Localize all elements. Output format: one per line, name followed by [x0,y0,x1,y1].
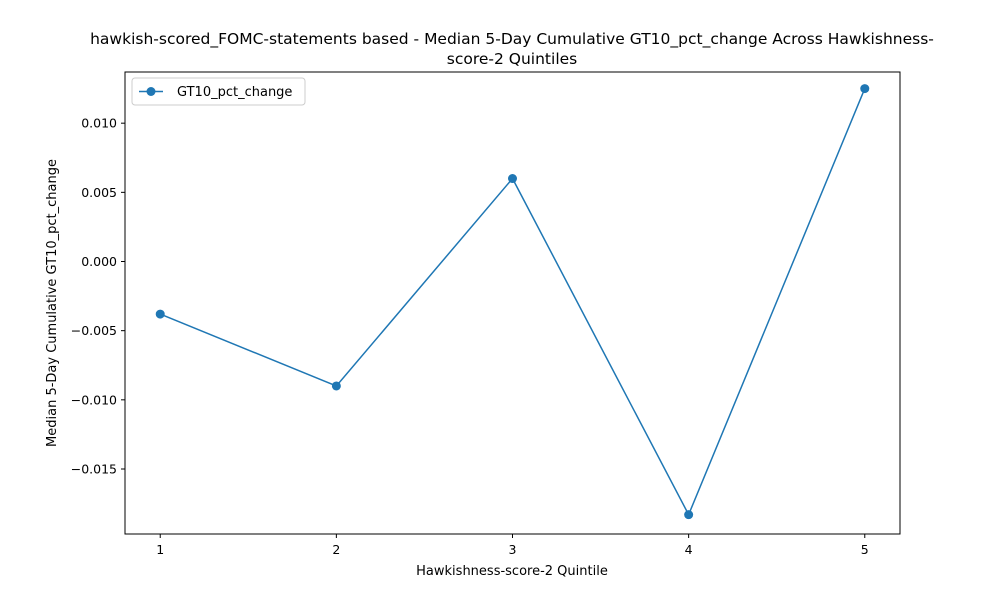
series-layer [155,84,870,520]
y-tick-label: 0.010 [81,116,117,131]
data-point [508,174,517,184]
legend: GT10_pct_change [131,77,306,106]
x-axis-ticks: 1 2 3 4 5 [156,534,869,557]
chart-title-line-1: hawkish-scored_FOMC-statements based - M… [90,30,934,49]
x-tick-label: 5 [861,542,869,557]
legend-box [131,77,306,106]
x-tick-label: 4 [685,542,693,557]
y-tick-label: 0.000 [81,254,117,269]
y-tick-label: −0.015 [71,461,117,476]
chart-title-line-2: score-2 Quintiles [447,50,578,68]
x-tick-label: 3 [509,542,517,557]
data-point [860,84,870,94]
x-tick-label: 2 [332,542,340,557]
y-axis-label: Median 5-Day Cumulative GT10_pct_change [45,159,60,447]
x-tick-label: 1 [156,542,164,557]
y-tick-label: −0.010 [71,392,117,407]
legend-entry-label: GT10_pct_change [177,85,292,100]
data-point [155,309,165,319]
y-tick-label: −0.005 [71,323,117,338]
plot-area-frame [124,71,901,535]
y-axis-ticks: 0.010 0.005 0.000 −0.005 −0.010 −0.015 [71,116,125,476]
y-tick-label: 0.005 [81,185,117,200]
legend-marker-swatch [146,87,156,96]
x-axis-label: Hawkishness-score-2 Quintile [416,564,608,579]
data-point [331,381,341,391]
data-point [684,510,694,520]
